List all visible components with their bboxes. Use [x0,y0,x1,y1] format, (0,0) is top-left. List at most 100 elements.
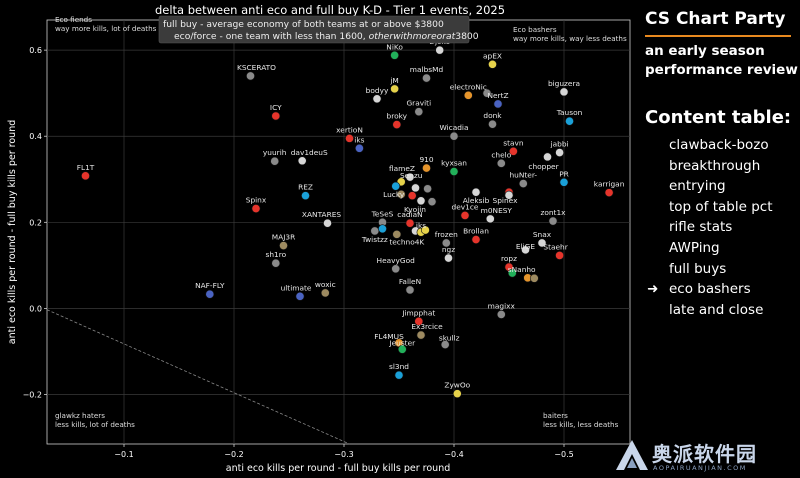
svg-text:less kills, less deaths: less kills, less deaths [543,420,619,429]
point-label: techno4K [389,237,424,246]
svg-text:Eco fiends: Eco fiends [55,15,92,24]
point-label: Spinex [493,196,519,205]
content-table-item-label: clawback-bozo [669,137,769,153]
content-table-item-label: late and close [669,301,764,318]
point-label: EliGE [516,242,536,251]
point-label: dav1deuS [291,148,328,157]
point-label: woxic [315,280,336,289]
point-label: PR [559,169,569,178]
sidebar-title-underline [645,35,791,37]
content-table-item-label: entrying [669,178,726,195]
y-tick-label: 0.2 [29,218,42,227]
point-label: jabbi [550,140,569,149]
point [295,291,305,301]
point-label: flameZ [389,164,415,173]
point [405,285,415,295]
point-label: NertZ [487,91,508,100]
point-label: chopper [528,162,559,171]
svg-text:way more kills, lot of deaths: way more kills, lot of deaths [55,24,157,33]
content-table-item-label: full buys [669,260,727,277]
point-label: huNter- [510,171,538,180]
content-table-item[interactable]: top of table pct [647,197,773,218]
point [391,264,401,274]
content-table-item[interactable]: ➜ eco bashers [647,279,773,300]
content-table-item-label: top of table pct [669,198,773,215]
y-tick-label: 0.6 [29,46,42,55]
point-label: sl3nd [389,362,409,371]
point-label: sNanho [508,265,536,274]
point-label: FalleN [399,277,421,286]
content-table-heading: Content table: [645,107,792,128]
point-label: jM [389,76,398,85]
point-label: electroNic [450,82,487,91]
content-table-item-label: rifle stats [669,219,733,236]
content-table-item[interactable]: entrying [647,176,773,197]
content-table-item-label: AWPing [669,239,720,256]
quadrant-top-left: Eco fiends way more kills, lot of deaths [55,15,157,33]
point-labels: FL1T NAF-FLY KSCERATO ICY Spinx yuurih dav1deu… [77,37,625,390]
legend-line-2: eco/force - one team with less than 1600… [174,31,479,42]
point [543,152,552,162]
point-label: ultimate [281,283,312,292]
point-label: TeSeS [371,209,394,218]
diagonal-line [46,309,350,445]
point-label: magixx [488,301,516,310]
svg-text:Eco bashers: Eco bashers [513,25,557,34]
point-label: ZywOo [444,381,470,390]
point [416,196,426,206]
point-label: biguzera [548,79,580,88]
watermark: 奥派软件园 AOPAIRUANJIAN.COM [612,436,798,476]
quadrant-top-right: Eco bashers way more kills, way less dea… [513,25,627,43]
point-label: dev1ce [452,202,479,211]
point [372,94,382,104]
watermark-logo-icon [616,440,648,470]
point [246,71,255,81]
point [354,143,364,153]
data-points [81,45,614,399]
point [452,389,462,399]
diagonal-reference [46,309,350,445]
point-label: NAF-FLY [195,281,225,290]
point-label: chelo [491,150,511,159]
point [485,214,495,224]
x-tick-label: −0.4 [444,450,463,459]
point-label: Kyojin [404,205,426,214]
point [271,111,281,121]
content-table-item[interactable]: clawback-bozo [647,135,773,156]
point [416,330,426,340]
point-label: FL4MUS [374,332,404,341]
content-table-item[interactable]: breakthrough [647,156,773,177]
point-label: Senzu [400,171,423,180]
point [441,238,451,248]
point [378,224,387,234]
point [482,88,492,98]
point-label: HeavyGod [377,256,416,265]
point-label: XANTARES [302,210,341,219]
point [414,107,424,117]
axis-ticks: −0.1 −0.2 −0.3 −0.4 −0.5 −0.2 0.0 0.2 0.4 0.6 [23,46,574,459]
quadrant-bottom-left: glawkz haters less kills, lot of deaths [55,411,135,429]
point [548,216,558,226]
point [394,370,404,380]
point-label: frozen [435,230,458,239]
content-table-item[interactable]: AWPing [647,238,773,259]
point-label: Jimpphat [401,308,435,317]
point [529,273,539,283]
point-label: KSCERATO [237,63,276,72]
point-label: donk [483,111,502,120]
point-label: Staehr [543,242,568,251]
sidebar-title: CS Chart Party [645,9,786,29]
content-table-item[interactable]: rifle stats [647,217,773,238]
y-tick-label: −0.2 [23,390,42,399]
content-table-item[interactable]: late and close [647,300,773,321]
point [407,191,417,201]
content-table-item[interactable]: full buys [647,259,773,280]
point [496,310,506,319]
point [471,187,481,197]
point [504,190,514,200]
point [604,188,614,198]
point-label: yuurih [263,148,287,157]
point [392,229,402,239]
x-tick-label: −0.3 [334,450,353,459]
point-label: broky [387,112,408,121]
